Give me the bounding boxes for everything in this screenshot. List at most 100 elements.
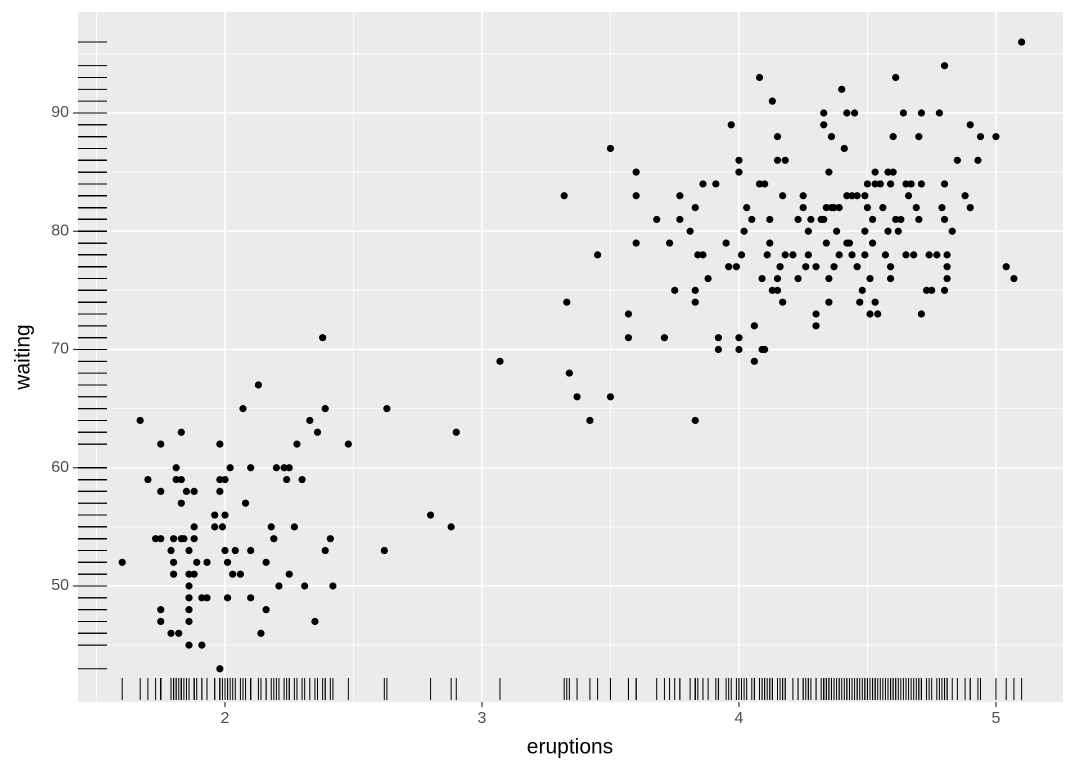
point [280,464,288,472]
point [825,298,833,306]
point [169,558,178,566]
point [735,334,743,342]
point [868,215,877,224]
point [223,558,232,566]
x-tick-label: 2 [221,710,230,727]
point [848,192,856,200]
point [231,546,239,555]
point [172,464,180,472]
point [735,156,743,164]
point [863,203,872,212]
point [863,180,872,188]
point [632,239,640,247]
point [293,440,301,448]
point [935,109,943,117]
point [676,215,684,224]
point [594,251,602,259]
point [1018,38,1026,46]
point [311,617,319,626]
point [822,239,830,247]
point [779,298,787,306]
point [848,251,856,259]
point [714,345,722,354]
point [193,558,201,566]
point [845,239,854,247]
point [755,73,764,82]
point [807,215,815,224]
point [727,121,735,129]
point [182,487,191,495]
point [761,345,769,354]
point [794,215,802,224]
point [843,109,851,117]
point [262,606,270,614]
point [779,192,787,200]
point [820,215,828,224]
point [768,97,776,105]
point [889,168,897,176]
point [298,475,306,484]
point [329,582,337,590]
point [275,582,283,590]
point [157,606,165,614]
point [871,298,879,306]
point [868,239,877,247]
point [861,251,869,259]
point [861,192,869,200]
point [563,298,571,306]
point [185,546,193,555]
point [221,511,229,519]
point [216,665,224,673]
point [725,263,733,271]
point [236,570,245,578]
point [426,511,435,519]
point [835,203,843,212]
point [285,570,293,578]
point [247,464,255,472]
point [321,405,329,413]
point [686,227,694,235]
point [203,594,211,602]
point [850,109,859,117]
point [272,464,280,472]
point [216,440,224,448]
point [843,192,851,200]
point [676,192,684,200]
point [172,475,180,484]
point [190,487,198,495]
point [917,310,926,318]
point [812,322,820,330]
point [825,168,833,176]
x-tick-label: 4 [734,710,743,727]
point [565,369,573,377]
point [830,263,838,271]
point [948,227,956,235]
point [940,62,949,70]
point [740,227,748,235]
point [874,310,882,318]
y-tick-label: 90 [51,104,69,121]
point [755,180,764,188]
point [953,156,961,164]
point [216,475,224,484]
point [313,428,322,436]
point [886,263,895,271]
point [833,227,841,235]
point [899,109,908,117]
point [699,251,707,259]
y-axis-title: waiting [12,324,35,390]
point [737,251,746,259]
point [961,192,969,200]
point [632,192,640,200]
point [761,180,769,188]
point [496,357,504,365]
point [768,286,776,294]
point [606,144,615,153]
point [380,546,388,555]
point [866,274,874,283]
point [560,192,568,200]
point [157,535,165,543]
point [211,523,219,531]
point [198,641,206,649]
